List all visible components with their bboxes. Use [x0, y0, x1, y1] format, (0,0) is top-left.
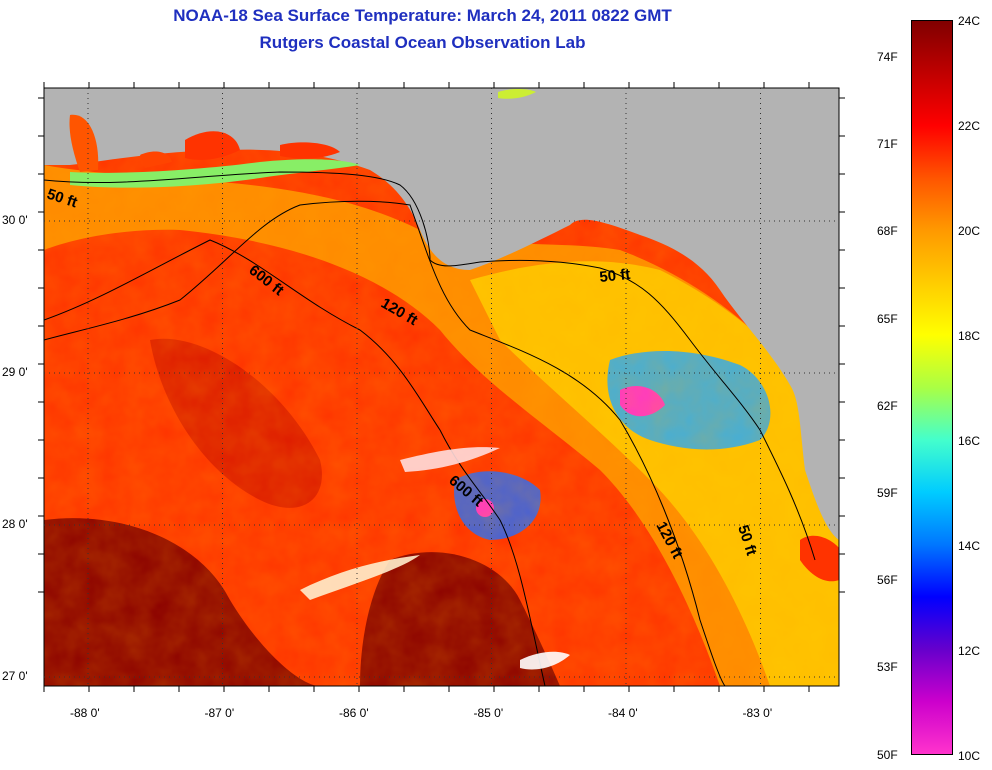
celsius-label: 16C: [958, 434, 981, 448]
lon-tick-label: -83 0': [742, 706, 773, 720]
fahrenheit-label: 65F: [877, 311, 898, 326]
celsius-label: 14C: [958, 539, 981, 553]
lat-tick-label: 28 0': [2, 517, 28, 531]
mobile-bay: [69, 114, 99, 172]
coastal-shallow: [70, 159, 360, 188]
contour-120ft: [44, 200, 726, 686]
lat-tick-label: 27 0': [2, 669, 28, 683]
celsius-label: 20C: [958, 224, 981, 238]
cloud-streak: [300, 555, 420, 600]
contour-label: 50 ft: [599, 266, 631, 286]
fahrenheit-label: 68F: [877, 224, 898, 239]
plot-frame: [43, 87, 840, 687]
lon-tick-label: -87 0': [204, 706, 235, 720]
cloud-streak: [520, 651, 570, 670]
land-mass: [44, 88, 839, 540]
color-scale-bar: [911, 20, 953, 755]
celsius-label: 22C: [958, 119, 981, 133]
lat-tick-label: 29 0': [2, 365, 28, 379]
inland-lake: [498, 89, 536, 99]
fahrenheit-label: 59F: [877, 486, 898, 500]
fahrenheit-label: 62F: [877, 398, 898, 413]
lat-tick-label: 30 0': [2, 213, 28, 227]
cloud-streak: [400, 447, 500, 472]
fahrenheit-label: 53F: [877, 660, 898, 675]
perdido-bay: [140, 151, 172, 168]
lon-tick-label: -86 0': [339, 706, 369, 720]
fahrenheit-label: 50F: [877, 747, 898, 762]
choctawhatchee-bay: [280, 142, 340, 159]
chart-title: NOAA-18 Sea Surface Temperature: March 2…: [173, 6, 672, 25]
celsius-label: 10C: [958, 749, 981, 763]
chart-subtitle: Rutgers Coastal Ocean Observation Lab: [259, 33, 586, 52]
contour-600ft: [44, 239, 546, 686]
celsius-label: 24C: [958, 14, 981, 28]
lon-tick-label: -88 0': [70, 706, 100, 720]
fahrenheit-label: 74F: [877, 50, 898, 64]
lon-tick-label: -85 0': [473, 706, 504, 720]
celsius-label: 12C: [958, 644, 981, 658]
lon-tick-label: -84 0': [608, 706, 638, 720]
pensacola-bay: [185, 131, 240, 160]
celsius-label: 18C: [958, 329, 981, 343]
tampa-bay: [800, 535, 839, 582]
fahrenheit-label: 71F: [877, 137, 898, 152]
fahrenheit-label: 56F: [877, 573, 898, 588]
contour-50ft: [44, 171, 816, 561]
